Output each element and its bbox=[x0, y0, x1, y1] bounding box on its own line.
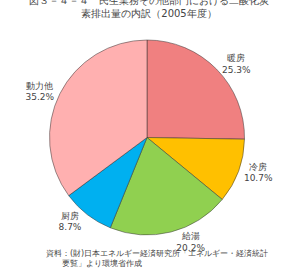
svg-text:要覧」より環境省作成: 要覧」より環境省作成 bbox=[46, 259, 142, 268]
svg-text:冷房10.7%: 冷房10.7% bbox=[244, 162, 273, 184]
svg-text:資料：(財)日本エネルギー経済研究所「エネルギー・経済統計: 資料：(財)日本エネルギー経済研究所「エネルギー・経済統計 bbox=[46, 249, 268, 258]
svg-text:暖房25.3%: 暖房25.3% bbox=[222, 53, 251, 75]
svg-text:動力他35.2%: 動力他35.2% bbox=[25, 81, 54, 103]
svg-text:図３－４－４ 民生業務その他部門における二酸化炭素排出量の内: 図３－４－４ 民生業務その他部門における二酸化炭素排出量の内訳（2005年度） bbox=[29, 0, 269, 19]
svg-text:厨房8.7%: 厨房8.7% bbox=[59, 211, 82, 233]
svg-text:給湯20.2%: 給湯20.2% bbox=[176, 231, 205, 253]
